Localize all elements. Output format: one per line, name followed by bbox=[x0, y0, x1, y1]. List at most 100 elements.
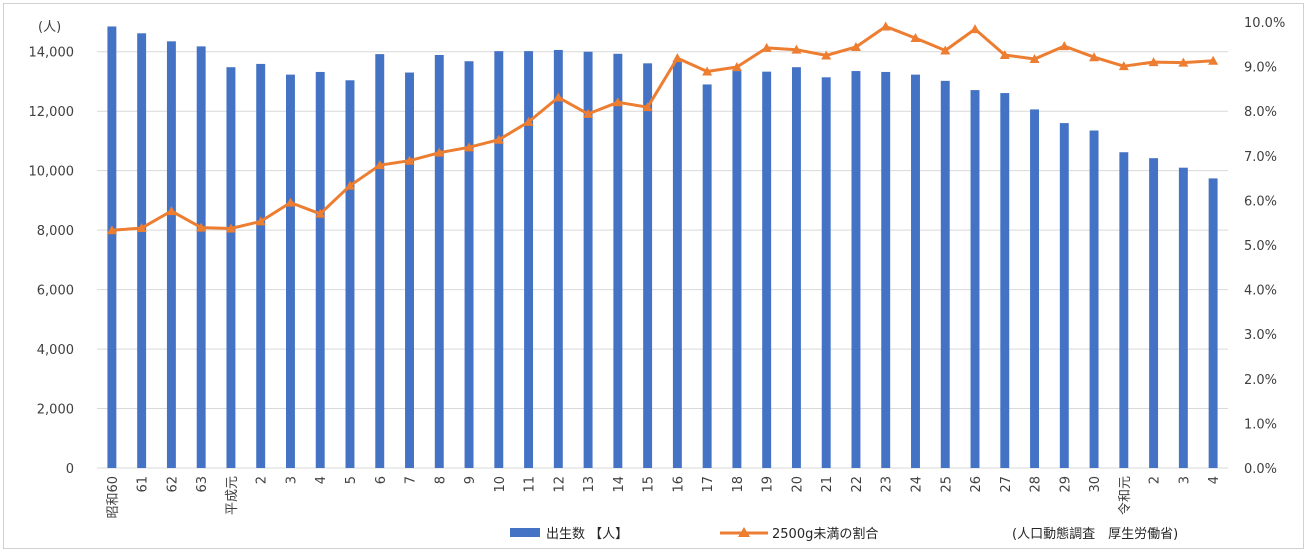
left-tick-label: 0 bbox=[66, 462, 74, 477]
x-tick-label: 令和元 bbox=[1118, 476, 1133, 515]
x-tick-label: 9 bbox=[463, 476, 478, 484]
line-marker bbox=[731, 62, 742, 72]
x-tick-label: 2 bbox=[1148, 476, 1163, 484]
line-marker bbox=[791, 44, 802, 54]
x-tick-label: 14 bbox=[612, 476, 627, 493]
bar bbox=[285, 74, 295, 469]
bar bbox=[553, 49, 563, 468]
line-marker bbox=[612, 97, 623, 107]
right-tick-label: 0.0% bbox=[1244, 462, 1277, 477]
bar bbox=[494, 51, 504, 468]
bar bbox=[107, 26, 117, 469]
x-tick-label: 10 bbox=[493, 476, 508, 493]
x-tick-label: 平成元 bbox=[225, 476, 240, 515]
bar bbox=[315, 71, 325, 469]
line-marker bbox=[1118, 61, 1129, 71]
bar bbox=[434, 55, 444, 469]
bar bbox=[1119, 152, 1129, 468]
line-marker bbox=[910, 33, 921, 43]
bar bbox=[1000, 93, 1010, 468]
bar bbox=[464, 61, 474, 469]
line-marker bbox=[374, 160, 385, 170]
bar bbox=[672, 60, 682, 469]
bar bbox=[524, 51, 534, 468]
x-tick-label: 4 bbox=[1207, 476, 1222, 484]
x-tick-label: 61 bbox=[136, 476, 151, 493]
line-marker bbox=[970, 24, 981, 34]
x-tick-label: 15 bbox=[642, 476, 657, 493]
x-tick-label: 24 bbox=[909, 476, 924, 493]
x-tick-label: 3 bbox=[284, 476, 299, 484]
line-path bbox=[111, 25, 1214, 232]
line-marker bbox=[493, 134, 504, 144]
line-marker bbox=[315, 208, 326, 218]
x-tick-label: 30 bbox=[1088, 476, 1103, 493]
line-marker bbox=[583, 108, 594, 118]
x-tick-label: 4 bbox=[314, 476, 329, 484]
bar bbox=[345, 80, 355, 468]
line-marker bbox=[166, 206, 177, 216]
line-marker bbox=[196, 222, 207, 232]
line-marker bbox=[553, 92, 564, 102]
bar bbox=[970, 90, 980, 469]
right-tick-label: 6.0% bbox=[1244, 194, 1277, 209]
bar bbox=[583, 51, 593, 468]
x-tick-label: 3 bbox=[1177, 476, 1192, 484]
x-tick-label: 16 bbox=[671, 476, 686, 493]
line-marker bbox=[106, 225, 117, 235]
x-tick-label: 20 bbox=[790, 476, 805, 493]
left-axis-ticks: 0 2,000 4,000 6,000 8,000 10,000 12,000 14,000 bbox=[29, 46, 75, 477]
bar bbox=[137, 33, 147, 468]
x-tick-label: 7 bbox=[404, 476, 419, 484]
x-tick-label: 5 bbox=[344, 476, 359, 484]
legend-bar-swatch bbox=[510, 528, 540, 537]
bar bbox=[821, 77, 831, 468]
line-marker bbox=[642, 102, 653, 112]
x-tick-label: 8 bbox=[433, 476, 448, 484]
bar bbox=[851, 71, 861, 468]
bar bbox=[1059, 123, 1069, 469]
bar bbox=[196, 46, 206, 468]
bar bbox=[226, 67, 236, 468]
bar bbox=[1149, 158, 1159, 469]
line-marker bbox=[999, 50, 1010, 60]
line-marker bbox=[1208, 55, 1219, 65]
left-tick-label: 2,000 bbox=[37, 403, 74, 418]
x-tick-label: 63 bbox=[195, 476, 210, 493]
right-tick-label: 10.0% bbox=[1244, 16, 1285, 31]
bar bbox=[166, 41, 176, 469]
line-marker bbox=[1178, 57, 1189, 67]
left-tick-label: 6,000 bbox=[37, 284, 74, 299]
legend: 出生数 【人】 2500g未満の割合 (人口動態調査 厚生労働省) bbox=[510, 526, 1178, 542]
x-tick-label: 12 bbox=[552, 476, 567, 493]
x-tick-label: 27 bbox=[999, 476, 1014, 493]
bar bbox=[1030, 109, 1040, 468]
left-tick-label: 12,000 bbox=[29, 105, 75, 120]
x-tick-label: 2 bbox=[255, 476, 270, 484]
line-marker bbox=[225, 223, 236, 233]
bar bbox=[702, 84, 712, 468]
line-marker bbox=[880, 21, 891, 31]
bar bbox=[613, 53, 623, 468]
bar bbox=[256, 63, 266, 468]
x-tick-label: 28 bbox=[1029, 476, 1044, 493]
x-tick-label: 17 bbox=[701, 476, 716, 493]
x-tick-label: 21 bbox=[820, 476, 835, 493]
bar bbox=[1089, 130, 1099, 468]
x-tick-label: 昭和60 bbox=[106, 476, 121, 519]
chart-frame bbox=[3, 3, 1304, 549]
line-marker bbox=[761, 42, 772, 52]
left-axis-unit-label: (人) bbox=[38, 20, 61, 35]
right-tick-label: 1.0% bbox=[1244, 417, 1277, 432]
right-tick-label: 5.0% bbox=[1244, 239, 1277, 254]
x-tick-label: 18 bbox=[731, 476, 746, 493]
bar bbox=[762, 71, 772, 468]
legend-triangle-marker bbox=[738, 527, 750, 537]
bar-series bbox=[107, 26, 1218, 469]
left-tick-label: 14,000 bbox=[29, 46, 75, 61]
bar bbox=[643, 63, 653, 468]
line-marker bbox=[404, 155, 415, 165]
x-tick-label: 62 bbox=[165, 476, 180, 493]
bar bbox=[375, 54, 385, 468]
line-marker bbox=[1059, 41, 1070, 51]
